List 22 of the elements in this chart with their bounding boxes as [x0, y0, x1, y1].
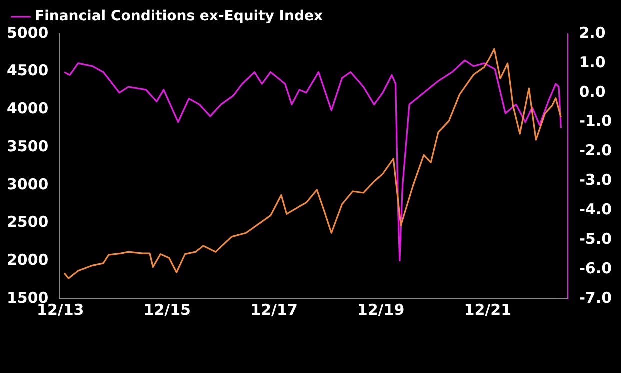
- y2-tick-label: 2.0: [579, 24, 606, 42]
- y2-tick-label: -4.0: [579, 200, 612, 219]
- y2-tick-label: -3.0: [579, 171, 612, 190]
- y-tick-label: 4500: [7, 62, 49, 80]
- y2-tick-label: 0.0: [579, 82, 606, 101]
- y-tick-label: 3500: [7, 137, 49, 156]
- y-tick-label: 4000: [7, 100, 49, 118]
- y-tick-label: 2500: [7, 213, 49, 232]
- x-tick-label: 12/15: [144, 300, 191, 319]
- x-tick-label: 12/21: [464, 300, 512, 319]
- y-tick-label: 5000: [7, 24, 49, 42]
- y2-tick-label: 1.0: [579, 53, 606, 72]
- y2-tick-label: -2.0: [579, 142, 612, 160]
- y-tick-label: 2000: [7, 251, 49, 270]
- x-tick-label: 12/19: [357, 300, 405, 319]
- x-tick-label: 12/17: [250, 300, 298, 319]
- y2-tick-label: -7.0: [579, 288, 612, 307]
- y2-tick-label: -5.0: [579, 230, 612, 248]
- y-tick-label: 3000: [7, 175, 49, 194]
- legend-label: Financial Conditions ex-Equity Index: [35, 8, 324, 25]
- y2-tick-label: -1.0: [579, 112, 612, 130]
- y2-tick-label: -6.0: [579, 259, 612, 278]
